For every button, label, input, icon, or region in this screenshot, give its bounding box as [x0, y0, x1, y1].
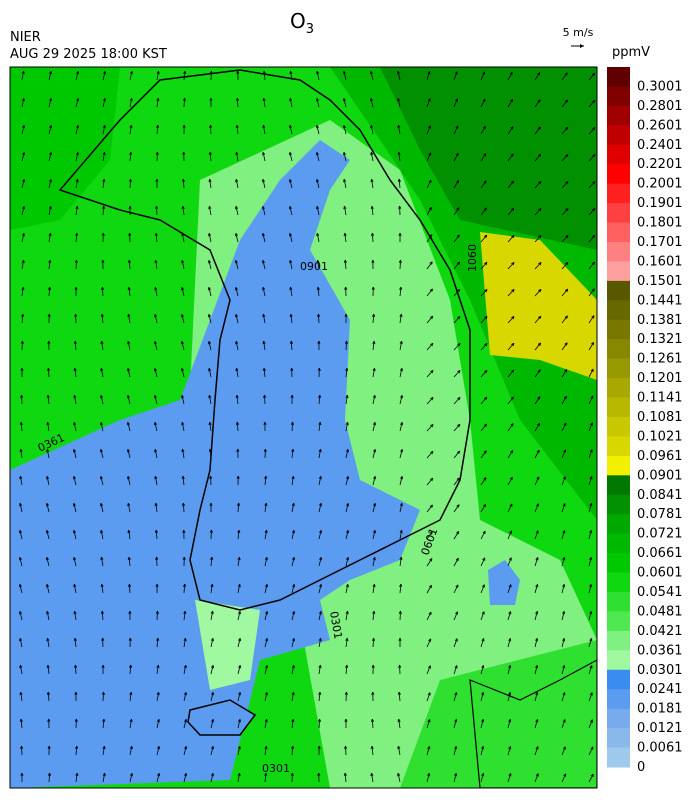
colorbar-tile: [607, 748, 630, 768]
colorbar-label: 0.0481: [637, 604, 683, 619]
colorbar-label: 0.2401: [637, 138, 683, 153]
colorbar-tile: [607, 339, 630, 359]
contour-label: 1060: [466, 244, 479, 272]
colorbar-tile: [607, 534, 630, 554]
colorbar-tile: [607, 223, 630, 243]
colorbar-label: 0.0301: [637, 663, 683, 678]
title-sub: 3: [306, 22, 314, 37]
colorbar-label: 0.2201: [637, 157, 683, 172]
agency: NIER: [10, 30, 41, 45]
colorbar-tile: [607, 417, 630, 437]
colorbar-tile: [607, 475, 630, 495]
colorbar-label: 0.1081: [637, 410, 683, 425]
contour-label: 0301: [262, 762, 290, 775]
colorbar: 0.3001 0.2801 0.2601 0.2401 0.2201 0.2001 0.19…: [607, 67, 683, 775]
colorbar-label: 0.1701: [637, 235, 683, 250]
colorbar-label: 0.0121: [637, 721, 683, 736]
colorbar-tile: [607, 728, 630, 748]
colorbar-label: 0.2001: [637, 177, 683, 192]
colorbar-tile: [607, 106, 630, 126]
colorbar-label: 0.0061: [637, 741, 683, 756]
colorbar-label: 0.0601: [637, 566, 683, 581]
colorbar-label: 0.0181: [637, 702, 683, 717]
colorbar-label: 0.1201: [637, 371, 683, 386]
colorbar-label: 0.2601: [637, 118, 683, 133]
colorbar-tile: [607, 300, 630, 320]
colorbar-label: 0.1021: [637, 429, 683, 444]
colorbar-tile: [607, 86, 630, 106]
contour-label: 0901: [300, 260, 328, 273]
colorbar-label: 0.0421: [637, 624, 683, 639]
colorbar-tile: [607, 495, 630, 515]
colorbar-tile: [607, 631, 630, 651]
colorbar-label: 0.0361: [637, 643, 683, 658]
colorbar-tile: [607, 573, 630, 593]
colorbar-label: 0.1601: [637, 254, 683, 269]
colorbar-label: 0.1141: [637, 391, 683, 406]
colorbar-label: 0.0241: [637, 682, 683, 697]
colorbar-label: 0.3001: [637, 79, 683, 94]
colorbar-tile: [607, 611, 630, 631]
colorbar-tile: [607, 359, 630, 379]
colorbar-tile: [607, 456, 630, 476]
colorbar-label: 0.0541: [637, 585, 683, 600]
colorbar-tile: [607, 281, 630, 301]
colorbar-tile: [607, 67, 630, 87]
colorbar-label: 0.0961: [637, 449, 683, 464]
colorbar-tile: [607, 261, 630, 281]
colorbar-tile: [607, 436, 630, 456]
colorbar-tile: [607, 164, 630, 184]
colorbar-label: 0: [637, 760, 645, 775]
colorbar-tile: [607, 709, 630, 729]
colorbar-label: 0.1261: [637, 352, 683, 367]
colorbar-label: 0.1801: [637, 216, 683, 231]
colorbar-label: 0.2801: [637, 99, 683, 114]
colorbar-tile: [607, 670, 630, 690]
datetime: AUG 29 2025 18:00 KST: [10, 47, 167, 62]
wind-scale-arrow: [571, 44, 584, 48]
colorbar-label: 0.1501: [637, 274, 683, 289]
colorbar-label: 0.1901: [637, 196, 683, 211]
colorbar-label: 0.0721: [637, 527, 683, 542]
colorbar-label: 0.1441: [637, 293, 683, 308]
colorbar-label: 0.0841: [637, 488, 683, 503]
title-main: O: [290, 9, 306, 33]
colorbar-tile: [607, 378, 630, 398]
colorbar-tile: [607, 242, 630, 262]
colorbar-tile: [607, 320, 630, 340]
colorbar-tile: [607, 145, 630, 165]
colorbar-tile: [607, 398, 630, 418]
colorbar-tile: [607, 514, 630, 534]
colorbar-tile: [607, 553, 630, 573]
legend-unit: ppmV: [612, 45, 650, 60]
colorbar-label: 0.0901: [637, 468, 683, 483]
colorbar-label: 0.0781: [637, 507, 683, 522]
colorbar-tile: [607, 689, 630, 709]
colorbar-label: 0.1321: [637, 332, 683, 347]
colorbar-tile: [607, 203, 630, 223]
colorbar-tile: [607, 592, 630, 612]
colorbar-tile: [607, 184, 630, 204]
colorbar-tile: [607, 125, 630, 145]
wind-scale: 5 m/s: [563, 26, 594, 39]
colorbar-label: 0.0661: [637, 546, 683, 561]
title: O3: [290, 9, 314, 37]
colorbar-label: 0.1381: [637, 313, 683, 328]
map: 0361 0901 0301 0601 0301 1060: [10, 67, 597, 788]
colorbar-tile: [607, 650, 630, 670]
